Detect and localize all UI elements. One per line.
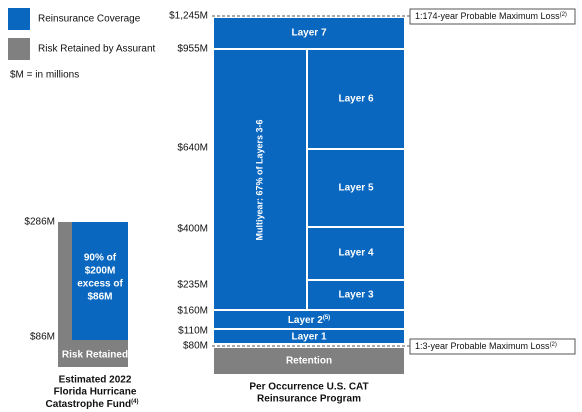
pml-text: 1:3-year Probable Maximum Loss [415,341,550,351]
layer [214,18,404,48]
footnote: (4) [131,399,138,405]
axis-label: $286M [24,217,55,228]
layer-label: Layer 7 [291,28,326,39]
axis-labels: $1,245M $955M $640M $400M $235M $160M $1… [169,11,208,352]
retained-text: Risk Retained [62,350,128,361]
layer [214,311,404,328]
axis-label: $160M [177,306,208,317]
coverage-text: 90% of [84,253,117,264]
layer-text: Layer 2 [288,315,323,326]
axis-label: $80M [183,341,208,352]
pml-label: 1:174-year Probable Maximum Loss(2) [415,11,567,21]
caption-text: Catastrophe Fund [46,399,132,410]
footnote: (2) [560,12,567,18]
coverage-text: $200M [85,266,116,277]
layer-label: Layer 6 [338,94,373,105]
layer-label: Layer 5 [338,183,373,194]
axis-label: $235M [177,280,208,291]
layer [308,150,404,226]
layer [308,50,404,148]
legend-swatch [8,38,30,60]
axis-label: $110M [178,326,208,337]
footnote: (2) [550,342,557,348]
axis-label: $640M [177,143,208,154]
caption: Reinsurance Program [257,394,361,405]
layer-label: Layer 3 [338,290,373,301]
layer-label: Retention [286,356,332,367]
layer [308,281,404,309]
layer [308,228,404,279]
layer-label: Layer 1 [291,332,326,343]
legend-label: Risk Retained by Assurant [38,44,156,55]
coverage-text: $86M [87,292,112,303]
coverage-text: excess of [77,279,123,290]
pml-box [409,338,576,355]
layer-label: Layer 4 [338,248,373,259]
caption: Florida Hurricane [54,387,137,398]
pml-text: 1:174-year Probable Maximum Loss [415,11,560,21]
layer-label: Layer 2(5) [288,315,330,326]
layer-label: Multiyear: 67% of Layers 3-6 [254,119,264,240]
note: $M = in millions [10,70,79,81]
caption: Catastrophe Fund(4) [46,399,139,410]
axis-label: $86M [30,332,55,343]
axis-label: $1,245M [169,11,208,22]
axis-label: $955M [177,44,208,55]
retention-block [214,348,404,374]
footnote: (5) [323,315,330,321]
pml-box [409,8,576,25]
pml-label: 1:3-year Probable Maximum Loss(2) [415,341,557,351]
axis-label: $400M [177,224,208,235]
legend-swatch [8,8,30,30]
layer [214,50,306,309]
legend-label: Reinsurance Coverage [38,14,141,25]
caption: Estimated 2022 [59,375,132,386]
coverage-block [72,222,128,340]
layer [214,330,404,343]
caption: Per Occurrence U.S. CAT [249,382,368,393]
